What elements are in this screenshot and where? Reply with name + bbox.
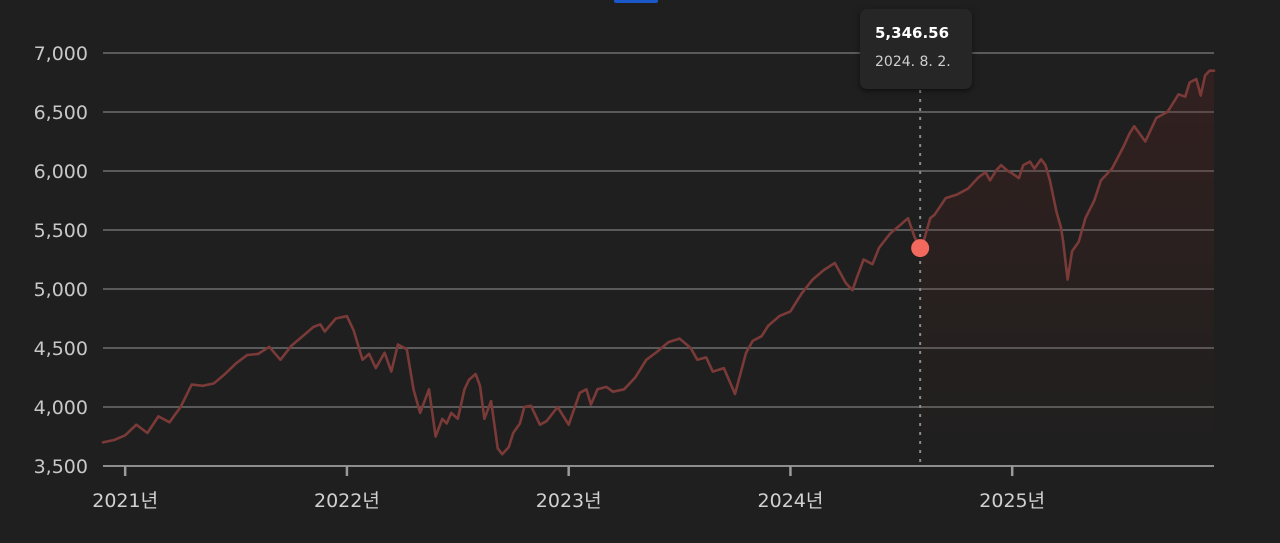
highlight-point[interactable] [911, 239, 930, 258]
y-tick-label: 5,500 [34, 220, 88, 242]
top-tab-indicator [614, 0, 658, 3]
highlight-area-fill [920, 70, 1214, 466]
y-tick-label: 6,500 [34, 102, 88, 124]
x-tick-label: 2022년 [314, 490, 380, 512]
x-tick-label: 2024년 [758, 490, 824, 512]
y-tick-label: 4,000 [34, 397, 88, 419]
y-axis-ticks: 3,500 4,000 4,500 5,000 5,500 6,000 6,500 7,000 [34, 43, 88, 478]
y-tick-label: 6,000 [34, 161, 88, 183]
tooltip-value: 5,346.56 [875, 24, 950, 42]
x-tick-label: 2021년 [92, 490, 158, 512]
value-tooltip: 5,346.56 2024. 8. 2. [860, 9, 972, 89]
tooltip-date: 2024. 8. 2. [875, 54, 951, 70]
y-tick-label: 7,000 [34, 43, 88, 65]
x-tick-label: 2025년 [979, 490, 1045, 512]
x-tick-label: 2023년 [536, 490, 602, 512]
y-tick-label: 3,500 [34, 456, 88, 478]
price-series-line [101, 69, 1216, 456]
y-tick-label: 5,000 [34, 279, 88, 301]
y-tick-label: 4,500 [34, 338, 88, 360]
x-axis-ticks: 2021년 2022년 2023년 2024년 2025년 [92, 466, 1045, 512]
